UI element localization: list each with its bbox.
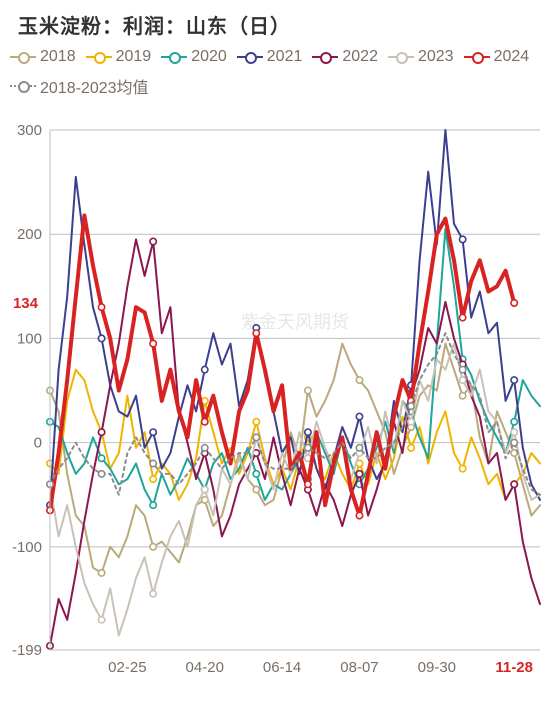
- series-marker-2021: [150, 429, 156, 435]
- legend-label-2021: 2021: [267, 48, 303, 66]
- xtick-label: 06-14: [263, 659, 301, 676]
- ytick-label: 0: [34, 435, 42, 452]
- ytick-label: -100: [12, 539, 42, 556]
- legend-swatch-2021: [237, 50, 263, 64]
- series-marker-avg: [511, 439, 517, 445]
- series-marker-2018: [305, 387, 311, 393]
- series-marker-2024: [459, 314, 465, 320]
- series-marker-2023: [202, 486, 208, 492]
- legend-label-2020: 2020: [191, 48, 227, 66]
- series-marker-2024: [253, 330, 259, 336]
- series-marker-2023: [150, 591, 156, 597]
- series-marker-avg: [356, 445, 362, 451]
- legend-swatch-2024: [464, 50, 490, 64]
- legend-item-2018: 2018: [10, 48, 76, 66]
- legend-label-avg: 2018-2023均值: [40, 74, 149, 98]
- series-marker-2021: [356, 413, 362, 419]
- series-marker-2023: [459, 377, 465, 383]
- highlight-date-label: 11-28: [495, 659, 533, 676]
- series-marker-2020: [511, 419, 517, 425]
- series-marker-2018: [150, 544, 156, 550]
- series-marker-2019: [408, 445, 414, 451]
- series-marker-2021: [511, 377, 517, 383]
- series-marker-2019: [459, 465, 465, 471]
- series-marker-2024: [356, 512, 362, 518]
- legend-label-2022: 2022: [342, 48, 378, 66]
- legend-item-2019: 2019: [86, 48, 152, 66]
- legend-item-2020: 2020: [161, 48, 227, 66]
- legend-swatch-avg: [10, 79, 36, 93]
- chart-title: 玉米淀粉：利润：山东（日）: [18, 10, 291, 39]
- legend-label-2019: 2019: [116, 48, 152, 66]
- series-marker-avg: [202, 445, 208, 451]
- legend-label-2024: 2024: [494, 48, 530, 66]
- chart-root: 玉米淀粉：利润：山东（日） 20182019202020212022202320…: [0, 0, 550, 701]
- legend-swatch-2019: [86, 50, 112, 64]
- series-marker-2022: [150, 238, 156, 244]
- series-marker-2023: [98, 617, 104, 623]
- legend-item-2024: 2024: [464, 48, 530, 66]
- series-marker-2024: [305, 481, 311, 487]
- series-marker-2021: [305, 429, 311, 435]
- series-marker-2022: [356, 471, 362, 477]
- legend: 2018 2019 2020 2021 2022 2023 2024 2018-2023均值: [10, 44, 540, 102]
- xtick-label: 09-30: [418, 659, 456, 676]
- series-marker-2024: [511, 300, 517, 306]
- series-marker-2023: [408, 419, 414, 425]
- series-marker-2019: [150, 476, 156, 482]
- series-marker-2019: [253, 419, 259, 425]
- xtick-label: 02-25: [108, 659, 146, 676]
- highlight-value-label: 134: [13, 295, 39, 312]
- series-marker-2018: [459, 393, 465, 399]
- series-marker-2021: [202, 366, 208, 372]
- xtick-label: 08-07: [340, 659, 378, 676]
- legend-label-2018: 2018: [40, 48, 76, 66]
- series-marker-2018: [253, 486, 259, 492]
- ytick-label: -199: [12, 642, 42, 659]
- legend-swatch-2018: [10, 50, 36, 64]
- series-marker-2024: [98, 304, 104, 310]
- series-marker-avg: [98, 471, 104, 477]
- legend-swatch-2023: [388, 50, 414, 64]
- xtick-label: 04-20: [186, 659, 224, 676]
- series-marker-2020: [98, 455, 104, 461]
- series-marker-2023: [511, 429, 517, 435]
- series-marker-2022: [511, 481, 517, 487]
- series-marker-2020: [253, 471, 259, 477]
- legend-item-2021: 2021: [237, 48, 303, 66]
- legend-item-2023: 2023: [388, 48, 454, 66]
- legend-label-2023: 2023: [418, 48, 454, 66]
- ytick-label: 200: [17, 226, 42, 243]
- legend-item-2022: 2022: [312, 48, 378, 66]
- series-marker-2018: [98, 570, 104, 576]
- series-marker-2020: [150, 502, 156, 508]
- series-marker-2021: [98, 335, 104, 341]
- series-marker-2022: [98, 429, 104, 435]
- series-marker-2024: [202, 419, 208, 425]
- plot-area: -199 -100 0 100 200 300 134 02-25 04-20 06-14 08-0…: [0, 120, 550, 690]
- series-marker-avg: [253, 434, 259, 440]
- series-marker-avg: [150, 460, 156, 466]
- series-marker-2018: [356, 377, 362, 383]
- legend-item-avg: 2018-2023均值: [10, 74, 149, 98]
- legend-swatch-2020: [161, 50, 187, 64]
- series-marker-2021: [459, 236, 465, 242]
- series-marker-avg: [305, 445, 311, 451]
- series-marker-avg: [459, 366, 465, 372]
- legend-swatch-2022: [312, 50, 338, 64]
- series-marker-avg: [408, 403, 414, 409]
- ytick-label: 100: [17, 330, 42, 347]
- ytick-label: 300: [17, 122, 42, 139]
- series-marker-2024: [150, 340, 156, 346]
